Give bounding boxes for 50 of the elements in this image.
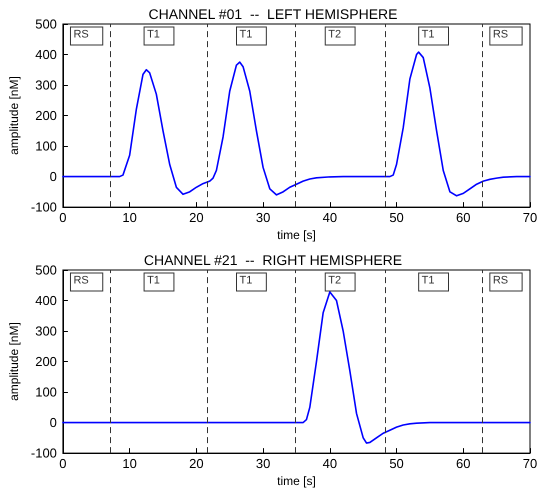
x-tick-label: 0	[59, 456, 67, 472]
annotation: T1	[240, 28, 252, 40]
y-tick-label: 200	[35, 108, 57, 124]
annotation: RS	[73, 28, 89, 40]
y-tick-label: 100	[35, 138, 57, 154]
y-tick-label: 500	[35, 262, 57, 278]
x-tick-label: 40	[322, 456, 338, 472]
y-axis-title: amplitude [nM]	[7, 76, 21, 155]
x-axis-title: time [s]	[277, 228, 316, 242]
x-tick-label: 20	[189, 210, 204, 226]
y-tick-label: 300	[35, 78, 57, 93]
x-tick-label: 70	[522, 210, 538, 226]
annotation: RS	[492, 274, 508, 286]
x-tick-label: 50	[389, 456, 404, 472]
y-tick-label: -100	[30, 200, 57, 215]
y-tick-label: 0	[50, 169, 57, 184]
annotation: T1	[240, 274, 252, 286]
x-tick-label: 70	[522, 456, 538, 472]
x-tick-label: 10	[122, 210, 137, 226]
annotation: RS	[492, 28, 508, 40]
y-tick-label: 300	[35, 324, 57, 339]
x-tick-label: 20	[189, 456, 204, 472]
y-tick-label: 400	[35, 293, 57, 308]
annotation: RS	[73, 274, 89, 286]
y-tick-label: 500	[35, 16, 57, 32]
annotation: T1	[422, 28, 435, 40]
y-tick-label: -100	[30, 446, 57, 461]
annotation: T1	[147, 274, 160, 286]
annotation: T2	[328, 274, 342, 286]
line-series	[62, 51, 531, 197]
x-tick-label: 0	[59, 210, 67, 226]
x-tick-label: 40	[322, 210, 338, 226]
x-tick-label: 10	[122, 456, 137, 472]
x-tick-label: 30	[256, 210, 270, 226]
line-series	[62, 291, 531, 444]
y-tick-label: 400	[35, 47, 57, 62]
chart-title: CHANNEL #21 -- RIGHT HEMISPHERE	[144, 252, 402, 268]
y-tick-label: 200	[35, 354, 57, 370]
x-tick-label: 60	[456, 456, 471, 472]
x-axis-title: time [s]	[277, 474, 316, 488]
y-tick-label: 0	[50, 415, 57, 430]
chart-title: CHANNEL #01 -- LEFT HEMISPHERE	[148, 6, 398, 22]
x-tick-label: 30	[256, 456, 270, 472]
annotation: T1	[422, 274, 435, 286]
annotation: T2	[328, 28, 342, 40]
x-tick-label: 60	[456, 210, 471, 226]
y-tick-label: 100	[35, 384, 57, 400]
y-axis-title: amplitude [nM]	[7, 322, 21, 401]
annotation: T1	[147, 28, 160, 40]
x-tick-label: 50	[389, 210, 404, 226]
